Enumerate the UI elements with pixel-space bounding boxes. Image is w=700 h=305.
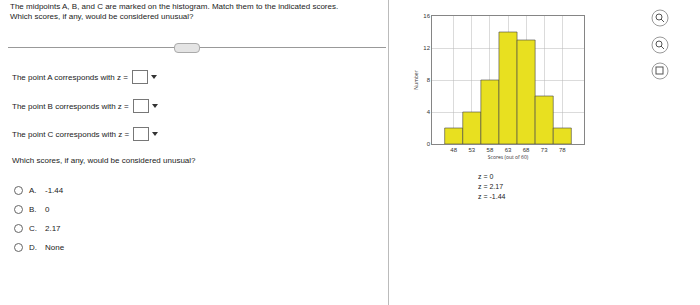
svg-text:8: 8: [427, 77, 431, 83]
svg-text:16: 16: [423, 13, 430, 19]
html-text:The point B corresponds with z: The point B corresponds with z =: [12, 101, 129, 111]
svg-text:48: 48: [450, 147, 457, 153]
html-text:B.: B.: [29, 205, 37, 214]
html-text:The point C corresponds with z: The point C corresponds with z =: [12, 129, 130, 139]
html-text:C.: C.: [29, 224, 37, 233]
svg-text:4: 4: [427, 109, 431, 115]
html-text:z = -1.44: z = -1.44: [478, 193, 506, 200]
svg-text:53: 53: [468, 147, 475, 153]
html-text:z = 0: z = 0: [478, 173, 494, 180]
svg-text:Number: Number: [413, 70, 419, 89]
svg-text:12: 12: [423, 45, 430, 51]
html-text:z = 2.17: z = 2.17: [478, 183, 504, 190]
html-text:A.: A.: [29, 186, 37, 195]
html-text:Which scores, if any, would be: Which scores, if any, would be considere…: [12, 156, 196, 165]
svg-text:68: 68: [523, 147, 530, 153]
html-text:-1.44: -1.44: [45, 186, 64, 195]
svg-text:58: 58: [487, 147, 494, 153]
html-text:2.17: 2.17: [45, 224, 61, 233]
svg-text:78: 78: [559, 147, 566, 153]
html-text:None: None: [45, 243, 65, 252]
svg-text:63: 63: [505, 147, 512, 153]
html-text:D.: D.: [29, 243, 37, 252]
html-text:0: 0: [45, 205, 50, 214]
html-text:The midpoints A, B, and C are: The midpoints A, B, and C are marked on …: [10, 2, 339, 21]
svg-text:Scores (out of 60): Scores (out of 60): [488, 154, 529, 160]
svg-text:73: 73: [541, 147, 548, 153]
html-text:The point A corresponds with z: The point A corresponds with z =: [12, 72, 128, 82]
svg-text:0: 0: [427, 141, 431, 147]
